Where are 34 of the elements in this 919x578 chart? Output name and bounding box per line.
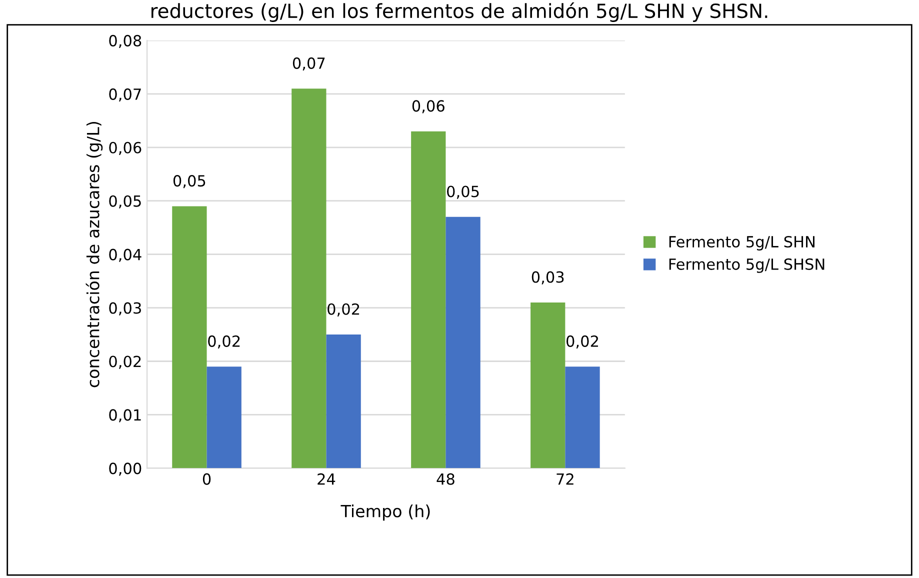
y-tick-label: 0,05 — [109, 195, 141, 208]
data-label: 0,05 — [173, 175, 206, 188]
x-tick-label: 72 — [556, 473, 574, 485]
data-label: 0,02 — [566, 335, 598, 349]
x-axis-title: Tiempo (h) — [340, 504, 430, 521]
data-label: 0,02 — [328, 303, 360, 316]
y-tick-label: 0,06 — [109, 142, 142, 155]
y-tick-label: 0,00 — [109, 462, 142, 476]
y-tick-label: 0,08 — [109, 34, 142, 48]
x-tick-label: 24 — [318, 473, 336, 485]
bar — [326, 334, 361, 468]
y-tick-label: 0,07 — [109, 88, 141, 102]
x-tick-label: 48 — [436, 473, 454, 485]
bar — [446, 216, 480, 468]
bar — [565, 366, 600, 468]
bar — [206, 366, 242, 468]
bar — [292, 88, 326, 468]
bar — [530, 302, 566, 468]
y-tick-label: 0,02 — [109, 356, 141, 369]
bar — [172, 206, 207, 468]
data-label: 0,02 — [208, 335, 240, 349]
data-label: 0,07 — [292, 57, 325, 71]
y-axis-title: concentración de azucares (g/L) — [86, 122, 103, 388]
data-label: 0,03 — [532, 271, 564, 284]
y-tick-label: 0,01 — [109, 409, 141, 422]
data-label: 0,06 — [412, 100, 444, 114]
legend-label: Fermento 5g/L SHSN — [669, 258, 824, 273]
legend-label: Fermento 5g/L SHN — [669, 236, 814, 250]
x-tick-label: 0 — [202, 473, 211, 485]
chart-title: reductores (g/L) en los fermentos de almidón 5g/L SHN y SHSN. — [152, 2, 768, 22]
y-tick-label: 0,04 — [109, 248, 142, 262]
data-label: 0,05 — [447, 186, 479, 199]
y-tick-label: 0,03 — [109, 302, 141, 316]
bar — [411, 131, 446, 468]
